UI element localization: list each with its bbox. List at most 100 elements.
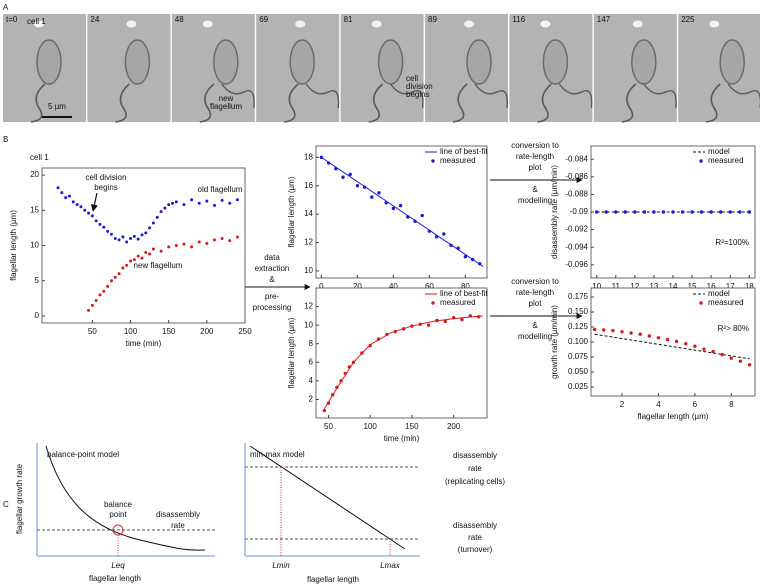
data-point xyxy=(129,236,133,240)
data-point xyxy=(132,234,136,238)
data-point xyxy=(75,203,79,207)
x-tick-label: 16 xyxy=(707,282,716,291)
pipeline-text: & xyxy=(269,275,275,284)
data-point xyxy=(671,210,675,214)
data-point xyxy=(690,210,694,214)
data-point xyxy=(136,237,140,241)
cell-body xyxy=(377,39,404,85)
annotation: disassembly xyxy=(453,521,497,530)
panel-label: A xyxy=(3,3,9,12)
flagellum xyxy=(221,83,255,109)
annotation: disassembly xyxy=(453,451,497,460)
y-tick-label: 15 xyxy=(30,205,39,214)
data-point xyxy=(665,337,670,342)
flagellum xyxy=(305,83,340,109)
cell-body xyxy=(466,39,492,85)
data-point xyxy=(638,332,642,336)
data-point xyxy=(385,332,389,337)
flagellum xyxy=(390,83,424,109)
pipeline-text: modelling xyxy=(518,196,552,205)
pipeline-text: modelling xyxy=(518,332,552,341)
y-axis-label: growth rate (µm/min) xyxy=(550,305,559,379)
y-tick-label: 16 xyxy=(304,181,313,190)
cell-body xyxy=(719,39,745,85)
data-point xyxy=(442,232,446,236)
data-point xyxy=(642,210,647,214)
x-tick-label: 15 xyxy=(688,282,697,291)
data-point xyxy=(693,344,697,348)
data-point xyxy=(406,215,410,219)
y-tick-label: -0.092 xyxy=(565,225,588,234)
micrograph xyxy=(171,14,255,122)
data-point xyxy=(384,201,388,205)
data-point xyxy=(60,191,64,195)
y-tick-label: -0.088 xyxy=(565,190,588,199)
y-tick-label: 4 xyxy=(309,376,314,385)
data-point xyxy=(106,284,110,288)
data-point xyxy=(140,256,144,260)
rate-line xyxy=(249,445,406,550)
data-point xyxy=(684,342,688,346)
data-point xyxy=(370,195,374,199)
data-point xyxy=(148,252,152,256)
data-point xyxy=(656,336,661,340)
pipeline-text: conversion to xyxy=(511,277,559,286)
data-point xyxy=(87,308,91,312)
annotation: begins xyxy=(406,90,430,99)
data-point xyxy=(470,257,475,262)
data-point xyxy=(614,210,618,214)
flagellum xyxy=(115,83,130,123)
series-label: new flagellum xyxy=(134,261,183,270)
frame-label: 69 xyxy=(259,15,268,24)
data-point xyxy=(117,272,121,276)
data-point xyxy=(661,210,666,214)
pipeline-text: & xyxy=(532,185,538,194)
micrograph xyxy=(678,14,760,122)
y-tick-label: 0.025 xyxy=(568,382,589,391)
bright-spot xyxy=(632,20,643,28)
flagellum xyxy=(621,83,637,123)
data-point xyxy=(468,314,473,318)
data-point xyxy=(410,324,414,328)
pipeline-text: & xyxy=(532,321,538,330)
legend-label: model xyxy=(708,289,730,298)
data-point xyxy=(463,255,468,259)
pipeline-text: pre- xyxy=(265,292,280,301)
data-point xyxy=(478,262,482,266)
data-point xyxy=(418,322,422,326)
y-tick-label: 5 xyxy=(35,276,40,285)
data-point xyxy=(633,210,637,214)
data-point xyxy=(339,379,343,383)
data-point xyxy=(174,244,178,247)
frame-label: 24 xyxy=(90,15,99,24)
frame-label: 225 xyxy=(681,15,695,24)
data-point xyxy=(413,219,417,223)
legend-label: measured xyxy=(708,156,744,165)
x-tick-label: 8 xyxy=(729,400,734,409)
data-point xyxy=(212,203,216,207)
x-tick-label: 18 xyxy=(745,282,754,291)
annotation: division xyxy=(406,82,433,91)
data-point xyxy=(709,210,713,214)
data-point xyxy=(460,317,464,322)
y-tick-label: 0 xyxy=(35,311,40,320)
y-tick-label: 0.150 xyxy=(568,307,589,316)
x-tick-label: 17 xyxy=(726,282,735,291)
data-point xyxy=(113,236,117,240)
data-point xyxy=(90,303,94,307)
data-point xyxy=(443,319,447,324)
y-axis-label: flagellar length (µm) xyxy=(287,176,296,247)
scale-label: 5 µm xyxy=(48,102,66,111)
data-point xyxy=(125,263,129,267)
pipeline-text: rate-length xyxy=(516,152,554,161)
data-point xyxy=(87,211,91,215)
data-point xyxy=(117,238,121,242)
data-point xyxy=(335,385,339,390)
x-axis-label: time (min) xyxy=(126,339,162,348)
annotation: cell division xyxy=(86,173,127,182)
annotation: disassembly xyxy=(156,510,200,519)
data-point xyxy=(680,210,685,214)
annotation: flagellum xyxy=(210,102,242,111)
flagellum xyxy=(537,83,552,123)
series-label: old flagellum xyxy=(198,185,243,194)
